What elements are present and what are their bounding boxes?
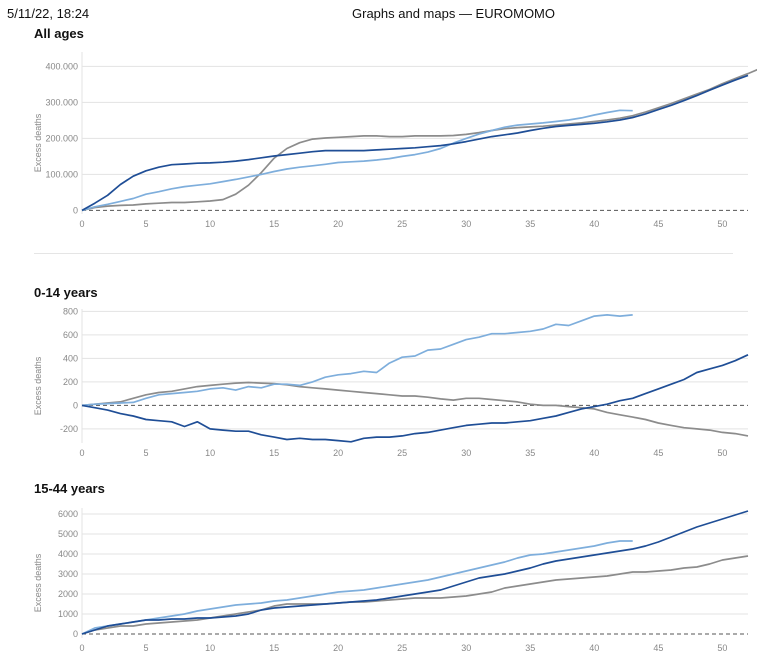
section-divider — [34, 253, 733, 254]
y-tick-label: 0 — [73, 400, 78, 410]
x-tick-label: 0 — [79, 448, 84, 458]
series-line-gray — [81, 381, 749, 437]
x-tick-label: 50 — [717, 448, 727, 458]
x-tick-label: 40 — [589, 643, 599, 653]
x-tick-label: 0 — [79, 643, 84, 653]
y-axis-label: Excess deaths — [33, 113, 43, 172]
y-axis-label: Excess deaths — [33, 356, 43, 415]
x-tick-label: 40 — [589, 219, 599, 229]
x-tick-label: 5 — [144, 448, 149, 458]
x-tick-label: 25 — [397, 448, 407, 458]
chart-title-15-44-years: 15-44 years — [34, 481, 105, 496]
chart-title-0-14-years: 0-14 years — [34, 285, 98, 300]
y-tick-label: 0 — [73, 629, 78, 639]
y-tick-label: 1000 — [58, 609, 78, 619]
chart-title-all-ages: All ages — [34, 26, 84, 41]
x-tick-label: 15 — [269, 643, 279, 653]
page-title: Graphs and maps — EUROMOMO — [352, 6, 555, 21]
chart-all-ages: 0 100.000 200.000 300.000 400.000 0 5 10 15 20 25 3… — [33, 52, 757, 229]
x-tick-label: 50 — [717, 219, 727, 229]
x-tick-label: 10 — [205, 219, 215, 229]
x-tick-label: 10 — [205, 643, 215, 653]
x-tick-label: 20 — [333, 219, 343, 229]
series-line-dark — [81, 354, 749, 443]
x-tick-label: 45 — [653, 219, 663, 229]
series-line-light — [81, 540, 633, 635]
series-line-dark — [81, 510, 749, 635]
y-tick-label: 600 — [63, 330, 78, 340]
y-tick-label: 300.000 — [45, 97, 78, 107]
series-line-light — [81, 314, 633, 407]
x-tick-label: 35 — [525, 643, 535, 653]
x-tick-label: 25 — [397, 643, 407, 653]
series-line-gray — [81, 68, 757, 212]
series-line-light — [81, 109, 633, 212]
y-tick-label: 6000 — [58, 509, 78, 519]
y-tick-label: 400.000 — [45, 61, 78, 71]
y-tick-label: 200.000 — [45, 133, 78, 143]
x-tick-label: 15 — [269, 219, 279, 229]
y-tick-label: 2000 — [58, 589, 78, 599]
x-tick-label: 20 — [333, 448, 343, 458]
y-tick-label: 200 — [63, 377, 78, 387]
series-line-gray — [81, 555, 749, 635]
x-tick-label: 40 — [589, 448, 599, 458]
x-tick-label: 15 — [269, 448, 279, 458]
y-tick-label: 400 — [63, 353, 78, 363]
y-tick-label: 5000 — [58, 529, 78, 539]
y-tick-label: 3000 — [58, 569, 78, 579]
series-line-dark — [81, 74, 749, 212]
y-axis-label: Excess deaths — [33, 553, 43, 612]
print-date: 5/11/22, 18:24 — [7, 6, 90, 21]
x-tick-label: 45 — [653, 448, 663, 458]
chart-0-14-years: -200 0 200 400 600 800 0 5 10 15 20 25 30 35 40 45 50 Exc… — [33, 306, 749, 458]
x-tick-label: 20 — [333, 643, 343, 653]
y-tick-label: 100.000 — [45, 169, 78, 179]
chart-15-44-years: 0 1000 2000 3000 4000 5000 6000 0 5 10 15 20 25 30 35 4… — [33, 508, 749, 653]
y-tick-label: 4000 — [58, 549, 78, 559]
x-tick-label: 5 — [144, 219, 149, 229]
y-tick-label: 0 — [73, 205, 78, 215]
x-tick-label: 50 — [717, 643, 727, 653]
x-tick-label: 10 — [205, 448, 215, 458]
y-tick-label: 800 — [63, 306, 78, 316]
x-tick-label: 30 — [461, 219, 471, 229]
x-tick-label: 30 — [461, 448, 471, 458]
x-tick-label: 0 — [79, 219, 84, 229]
x-tick-label: 5 — [144, 643, 149, 653]
x-tick-label: 30 — [461, 643, 471, 653]
x-tick-label: 35 — [525, 219, 535, 229]
y-tick-label: -200 — [60, 424, 78, 434]
x-tick-label: 45 — [653, 643, 663, 653]
x-tick-label: 25 — [397, 219, 407, 229]
x-tick-label: 35 — [525, 448, 535, 458]
